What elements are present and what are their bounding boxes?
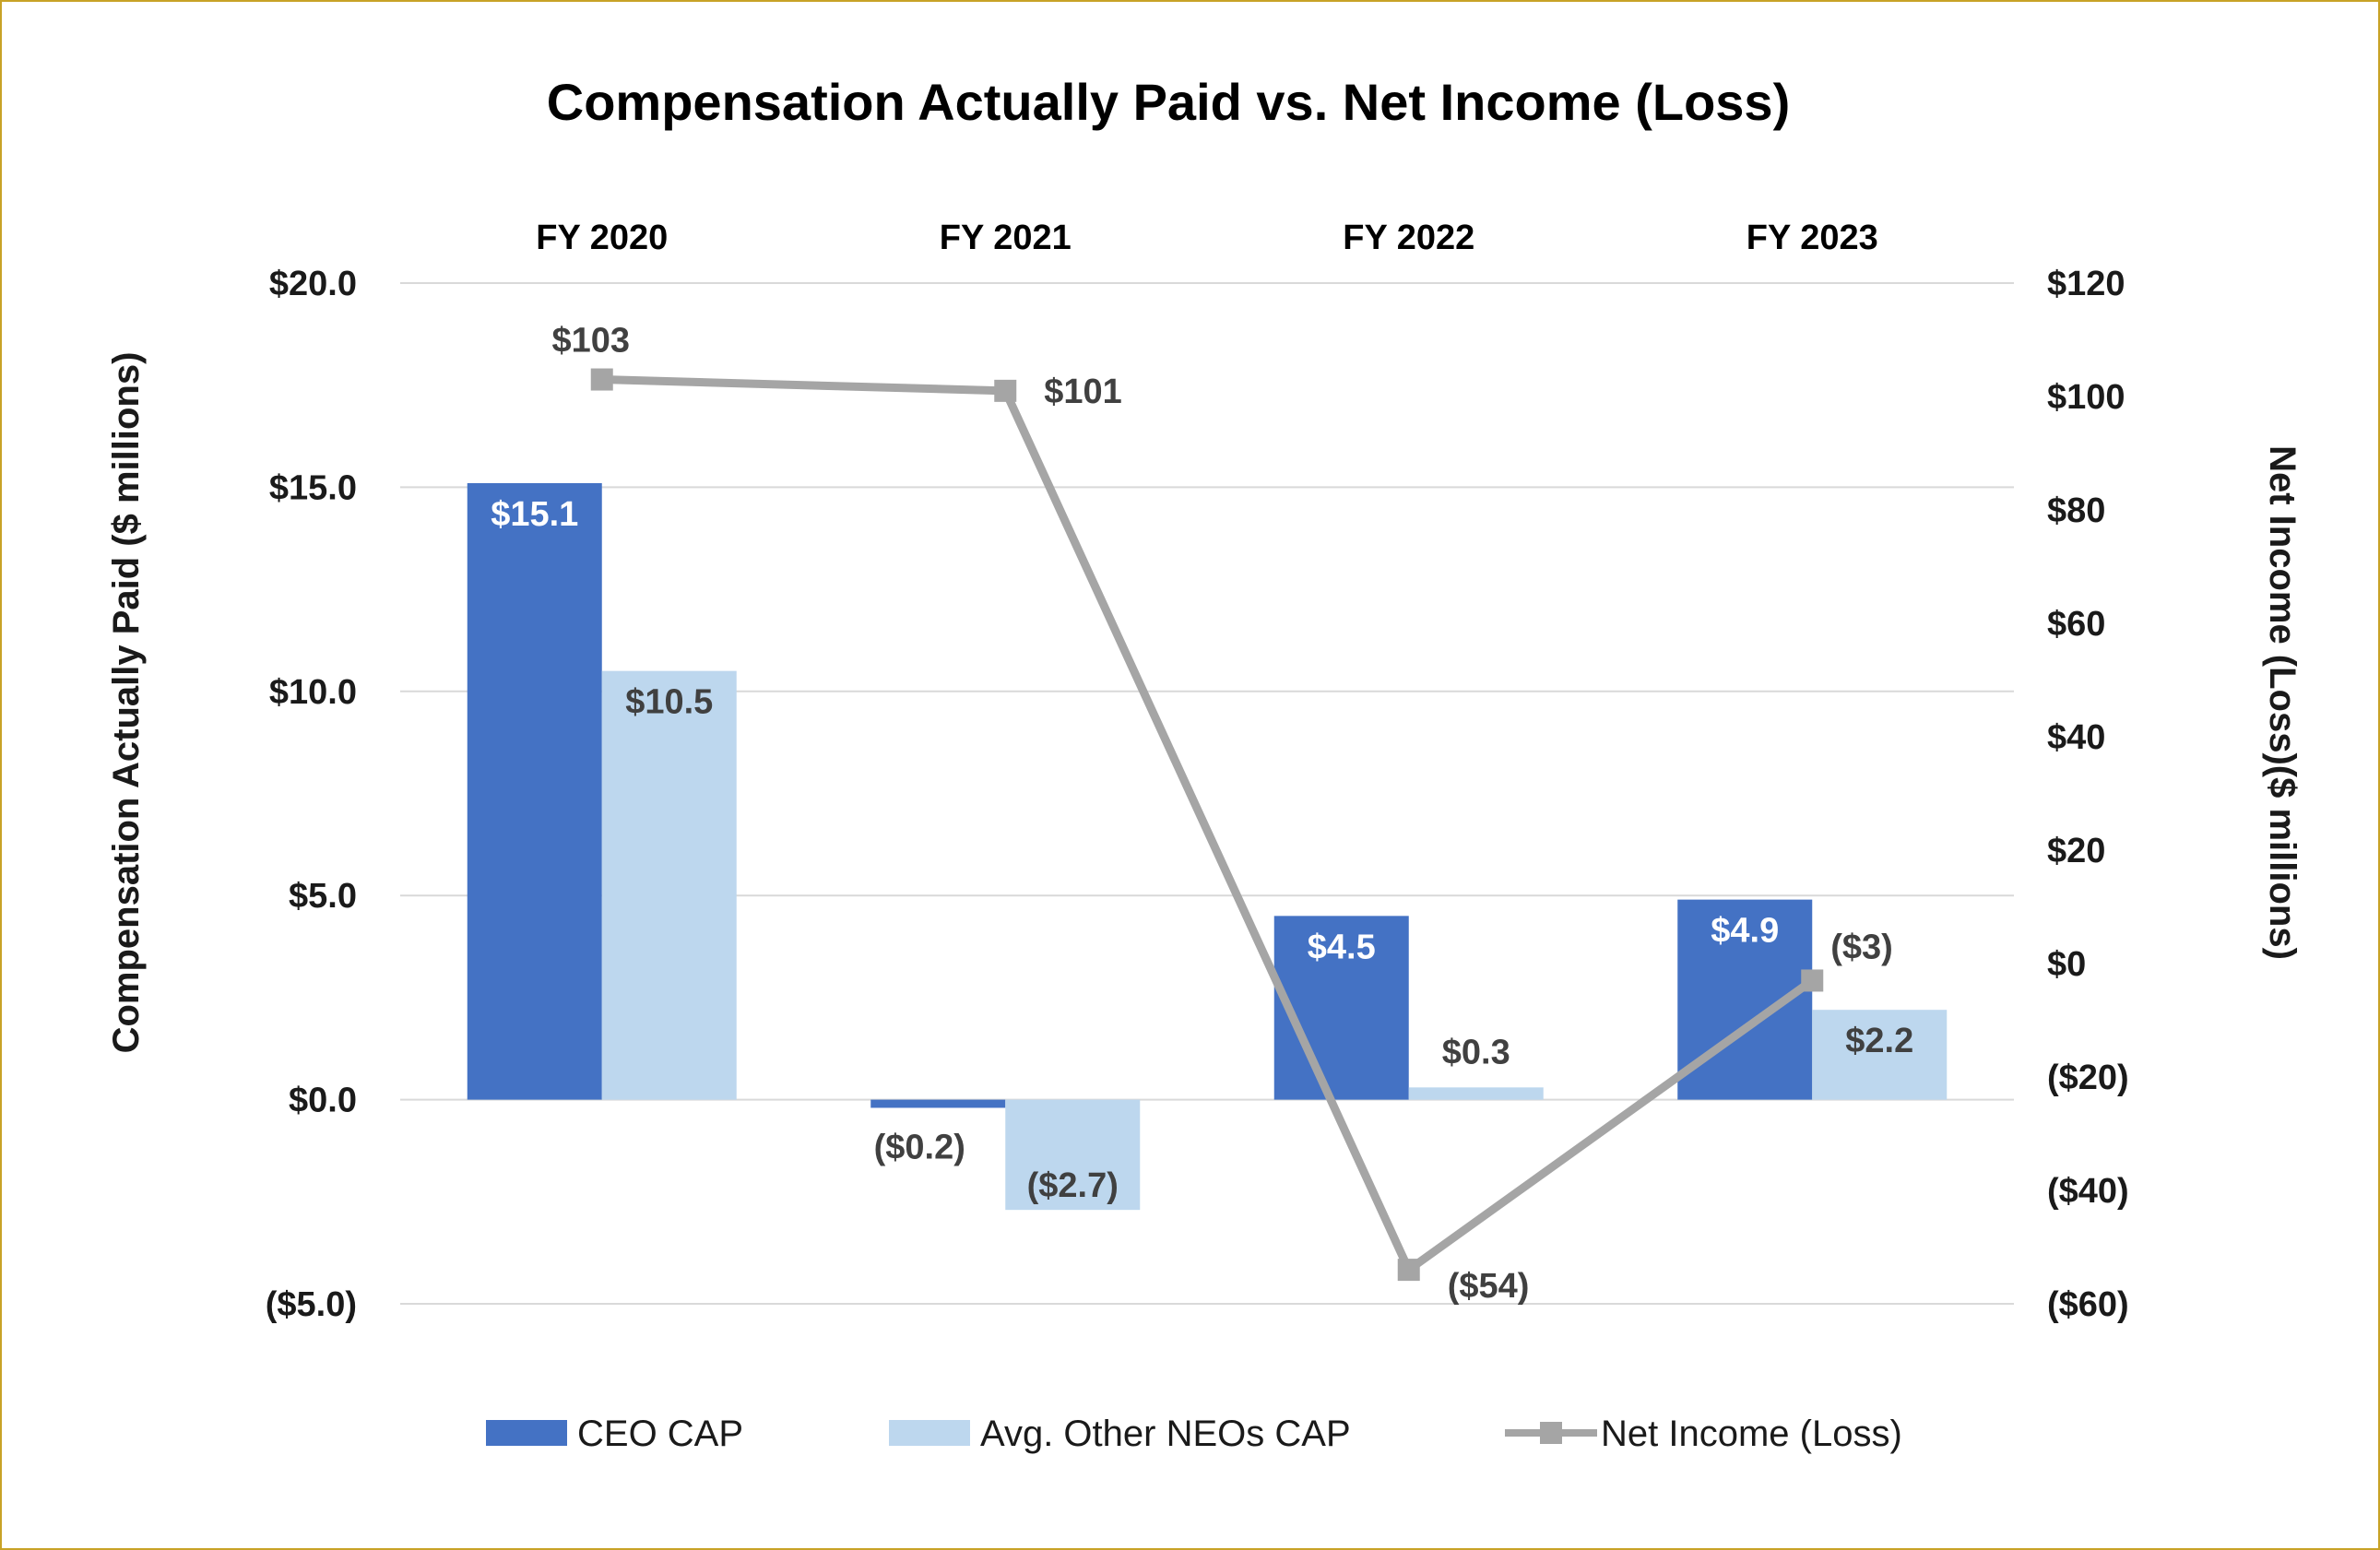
right-tick-label: $80 (2047, 491, 2105, 530)
neo-cap-label: $0.3 (1442, 1033, 1510, 1071)
legend-label-ceo: CEO CAP (577, 1414, 743, 1454)
legend-label-neo: Avg. Other NEOs CAP (980, 1414, 1351, 1454)
category-label: FY 2022 (1343, 219, 1474, 257)
category-label: FY 2021 (940, 219, 1072, 257)
right-tick-label: ($40) (2047, 1172, 2129, 1211)
neo-cap-bar (1408, 1087, 1544, 1100)
right-tick-label: ($60) (2047, 1285, 2129, 1324)
ceo-cap-label: $15.1 (491, 495, 578, 534)
category-label: FY 2023 (1747, 219, 1878, 257)
net-income-marker (994, 379, 1017, 402)
left-tick-label: $5.0 (289, 877, 357, 916)
neo-cap-label: ($2.7) (1027, 1166, 1119, 1205)
right-tick-label: $0 (2047, 945, 2086, 984)
right-tick-label: $20 (2047, 832, 2105, 870)
net-income-line (590, 368, 1824, 1282)
ceo-cap-bar (1273, 916, 1409, 1100)
category-labels: FY 2020 FY 2021 FY 2022 FY 2023 (536, 219, 1877, 257)
right-tick-label: $60 (2047, 605, 2105, 644)
net-income-polyline (601, 375, 1815, 1274)
neo-cap-bar (1005, 1099, 1141, 1211)
left-tick-label: $15.0 (269, 468, 357, 507)
legend-swatch-neo (889, 1420, 970, 1446)
ceo-cap-bar (467, 482, 602, 1100)
ceo-cap-bar (870, 1099, 1006, 1108)
legend: CEO CAP Avg. Other NEOs CAP Net Income (Lo… (486, 1414, 1902, 1454)
right-tick-label: $40 (2047, 718, 2105, 757)
ceo-cap-label: $4.9 (1711, 912, 1779, 951)
net-income-label: $103 (551, 322, 630, 361)
category-label: FY 2020 (536, 219, 668, 257)
legend-marker-net-income (1540, 1422, 1562, 1444)
left-tick-label: $0.0 (289, 1082, 357, 1120)
chart-title: Compensation Actually Paid vs. Net Incom… (547, 73, 1790, 131)
net-income-marker (590, 368, 613, 391)
neo-cap-label: $2.2 (1845, 1022, 1913, 1060)
bars (467, 482, 1948, 1211)
net-income-marker (1397, 1259, 1420, 1282)
ceo-cap-label: $4.5 (1308, 928, 1376, 966)
neo-cap-label: $10.5 (625, 683, 713, 722)
net-income-label: ($54) (1448, 1267, 1530, 1306)
left-tick-label: $20.0 (269, 265, 357, 303)
right-tick-label: ($20) (2047, 1059, 2129, 1097)
legend-label-net-income: Net Income (Loss) (1601, 1414, 1902, 1454)
right-tick-label: $100 (2047, 378, 2125, 417)
ceo-cap-label: ($0.2) (874, 1129, 965, 1167)
right-tick-label: $120 (2047, 265, 2125, 303)
left-axis-title: Compensation Actually Paid ($ millions) (106, 352, 147, 1054)
net-income-marker (1801, 969, 1824, 992)
right-axis-ticks: $120 $100 $80 $60 $40 $20 $0 ($20) ($40) ($60) (2047, 265, 2129, 1324)
net-income-label: $101 (1044, 373, 1122, 411)
left-tick-label: $10.0 (269, 673, 357, 712)
net-income-label: ($3) (1830, 928, 1893, 966)
left-axis-ticks: $20.0 $15.0 $10.0 $5.0 $0.0 ($5.0) (266, 265, 357, 1324)
neo-cap-bar (1812, 1010, 1948, 1100)
legend-swatch-ceo (486, 1420, 567, 1446)
right-axis-title: Net Income (Loss)($ millions) (2262, 445, 2303, 960)
neo-cap-bar (601, 670, 737, 1100)
data-labels: $15.1 ($0.2) $4.5 $4.9 $10.5 ($2.7) $0.3 $2.2 $1… (491, 322, 1913, 1307)
left-tick-label: ($5.0) (266, 1285, 357, 1324)
